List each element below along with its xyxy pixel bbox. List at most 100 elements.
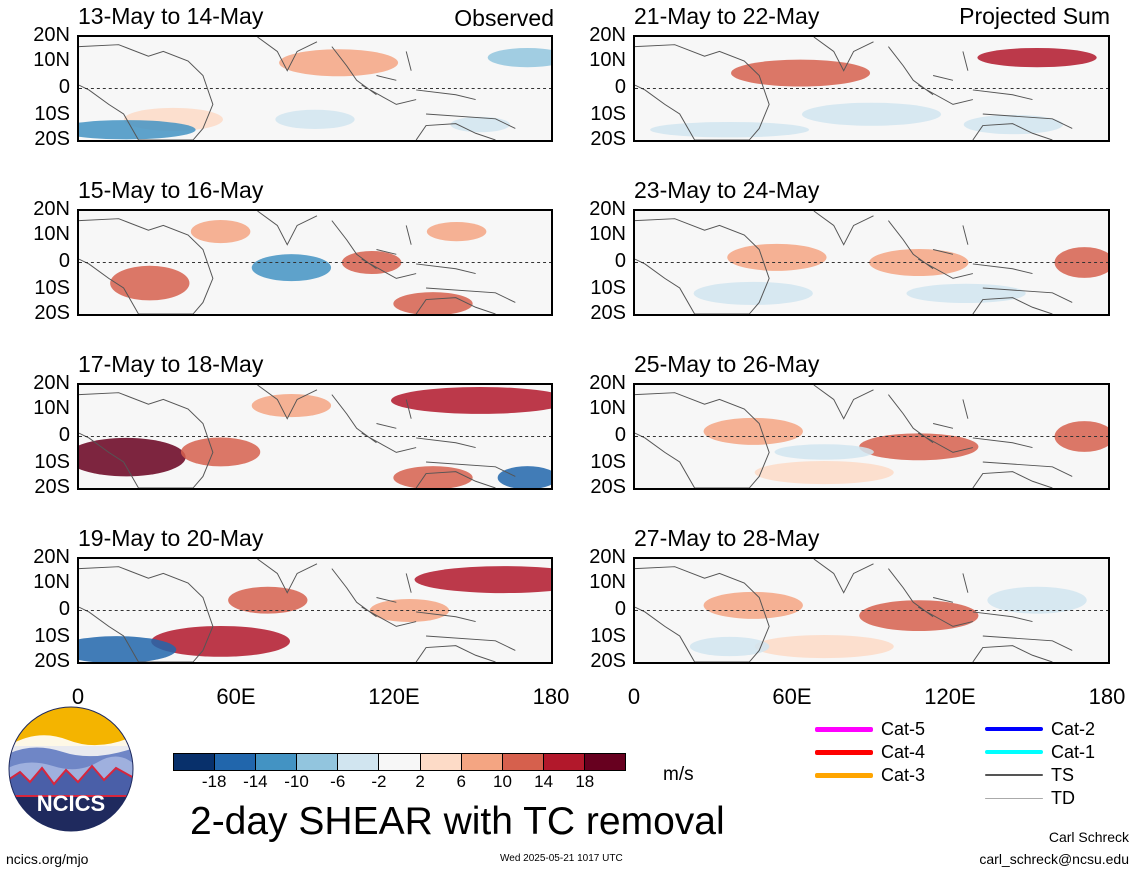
shear-contour: [251, 254, 332, 282]
shear-contour: [703, 417, 803, 445]
coastline-maritime: [331, 568, 516, 651]
colorbar-tick-label: 18: [575, 772, 595, 791]
coastline-australia: [972, 123, 1053, 140]
lat-label: 20N: [589, 24, 626, 46]
lon-label-left-0: 0: [71, 684, 85, 709]
shear-contour: [689, 636, 770, 657]
panel-tag-projected: Projected Sum: [959, 3, 1110, 29]
shear-contour: [79, 120, 196, 140]
colorbar-tick-label: 6: [456, 772, 466, 791]
lat-label: 10S: [590, 103, 626, 125]
coastline-australia: [972, 645, 1053, 662]
lon-label-right-120e: 120E: [924, 684, 976, 709]
shear-contour: [450, 116, 510, 133]
shear-contour: [151, 625, 291, 657]
legend-label-ts: TS: [1051, 764, 1075, 785]
shear-map: [79, 385, 551, 488]
shear-contour: [79, 636, 177, 662]
lon-label-right-0: 0: [627, 684, 641, 709]
lat-label: 0: [614, 250, 626, 272]
map-panel-right-2: [633, 209, 1110, 316]
shear-contour: [180, 437, 261, 467]
colorbar: [173, 753, 626, 771]
shear-contour: [693, 281, 813, 305]
lat-label: 20N: [33, 372, 70, 394]
shear-contour: [390, 386, 551, 414]
lat-label: 10S: [590, 451, 626, 473]
lat-label: 20S: [590, 302, 626, 324]
panel-title-right-3: 25-May to 26-May: [634, 351, 820, 377]
lat-label: 20N: [589, 546, 626, 568]
lat-label: 20S: [34, 650, 70, 672]
shear-contour: [754, 460, 894, 485]
lat-label: 10N: [589, 49, 626, 71]
coastline-india: [813, 211, 874, 246]
shear-contour: [279, 49, 399, 77]
shear-map: [79, 211, 551, 314]
colorbar-tick-label: -2: [371, 772, 387, 791]
cat3-line-icon: [815, 772, 873, 778]
colorbar-unit: m/s: [663, 764, 694, 785]
lat-label: 10S: [34, 451, 70, 473]
panel-title-left-3: 17-May to 18-May: [78, 351, 264, 377]
coastline-africa: [79, 566, 214, 662]
shear-contour: [987, 586, 1087, 614]
coastline-africa: [635, 44, 770, 140]
coastline-maritime: [331, 394, 516, 477]
lat-label: 20S: [34, 476, 70, 498]
lat-label: 0: [58, 424, 70, 446]
coastline-australia: [415, 297, 496, 314]
lat-label: 10N: [589, 223, 626, 245]
colorbar-tick-label: 2: [415, 772, 425, 791]
coastline-india: [257, 385, 318, 420]
legend-item-cat1: Cat-1: [985, 741, 1095, 763]
lat-label: 10N: [33, 397, 70, 419]
shear-contour: [190, 220, 251, 244]
lon-label-right-180: 180: [1088, 684, 1126, 709]
legend-label-td: TD: [1051, 787, 1075, 808]
shear-contour: [251, 394, 332, 418]
colorbar-tick-label: -14: [243, 772, 268, 791]
shear-contour: [487, 47, 551, 68]
lat-label: 10N: [33, 571, 70, 593]
colorbar-swatch: [583, 754, 626, 770]
panel-title-right-4: 27-May to 28-May: [634, 525, 820, 551]
lat-label: 10N: [33, 49, 70, 71]
coastline-india: [813, 37, 874, 72]
shear-contour: [650, 121, 810, 138]
coastline-maritime: [331, 46, 516, 129]
colorbar-swatch: [378, 754, 420, 770]
shear-contour: [497, 466, 551, 488]
coastline-africa: [79, 392, 214, 488]
shear-contour: [859, 433, 979, 461]
lon-label-right-60e: 60E: [772, 684, 812, 709]
colorbar-swatch: [337, 754, 379, 770]
lat-label: 20S: [34, 128, 70, 150]
coastline-africa: [635, 392, 770, 488]
panel-title-left-4: 19-May to 20-May: [78, 525, 264, 551]
coastline-maritime: [887, 394, 1073, 477]
cat4-line-icon: [815, 749, 873, 755]
legend-item-ts: TS: [985, 764, 1074, 786]
lat-label: 10S: [34, 103, 70, 125]
lat-label: 0: [614, 76, 626, 98]
panel-title-right-1: 21-May to 22-May: [634, 3, 820, 29]
lat-label: 0: [58, 76, 70, 98]
shear-map: [79, 559, 551, 662]
lat-label: 10S: [34, 277, 70, 299]
lat-label: 10N: [33, 223, 70, 245]
panel-title-left-2: 15-May to 16-May: [78, 177, 264, 203]
coastline-india: [257, 559, 318, 594]
shear-map: [79, 37, 551, 140]
shear-contour: [977, 47, 1097, 68]
legend-label-cat5: Cat-5: [881, 718, 926, 739]
logo-text: NCICS: [37, 791, 105, 816]
ncics-logo: NCICS: [8, 706, 134, 832]
coastline-australia: [972, 471, 1053, 488]
cat2-line-icon: [985, 727, 1043, 731]
shear-contour: [703, 591, 803, 619]
shear-map: [635, 385, 1108, 488]
colorbar-swatch: [174, 754, 215, 770]
lat-label: 0: [614, 424, 626, 446]
coastline-australia: [415, 123, 496, 140]
